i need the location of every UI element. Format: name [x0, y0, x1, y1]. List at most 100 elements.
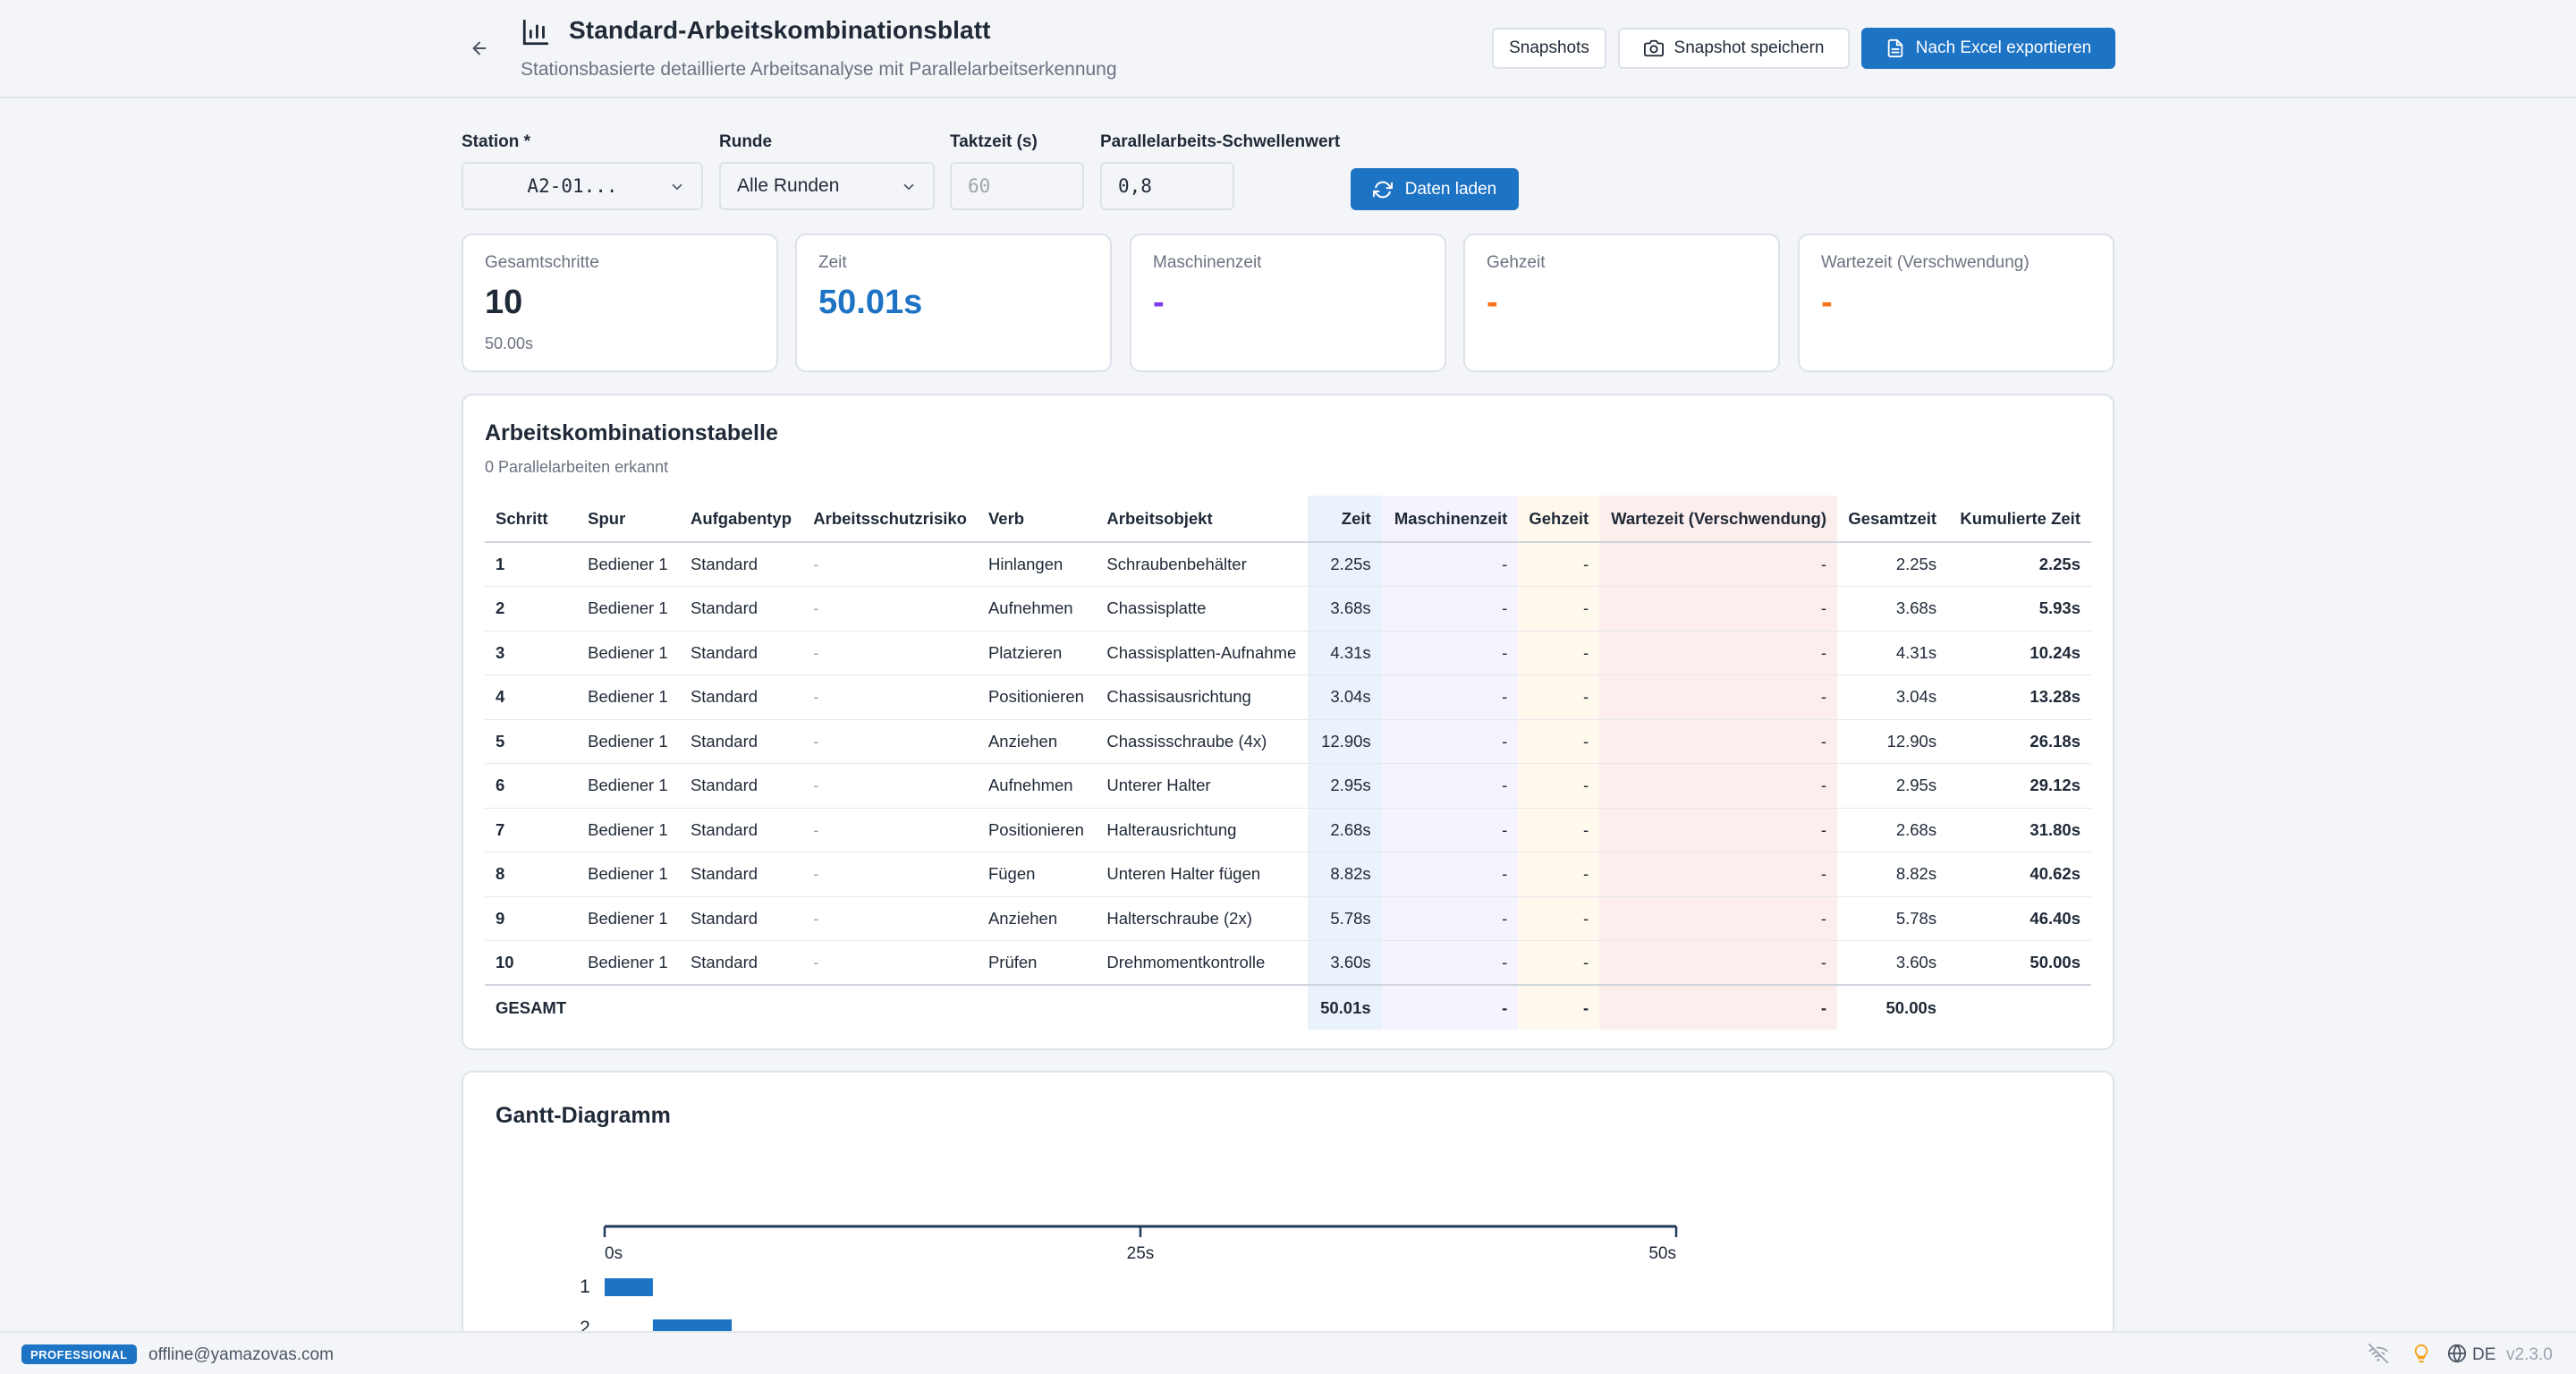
takt-input[interactable]: 60 — [950, 162, 1084, 210]
cell-object: Chassisausrichtung — [1096, 674, 1309, 720]
stat-value: 50.01s — [818, 284, 923, 321]
table-row[interactable]: 1 Bediener 1 Standard - Hinlangen Schraubenbe… — [485, 542, 2091, 587]
threshold-value: 0,8 — [1118, 175, 1152, 197]
table-row[interactable]: 7 Bediener 1 Standard - Positionieren Haltera… — [485, 808, 2091, 852]
cell-object: Drehmomentkontrolle — [1096, 940, 1309, 986]
station-select[interactable]: A2-01... — [462, 162, 703, 210]
cell-time: 5.78s — [1308, 896, 1382, 941]
lightbulb-icon[interactable] — [2411, 1344, 2431, 1363]
table-row[interactable]: 2 Bediener 1 Standard - Aufnehmen Chassisplat… — [485, 586, 2091, 632]
table-total-row: GESAMT 50.01s - - -50.00s — [485, 984, 2091, 1030]
cell-type: Standard — [679, 586, 803, 632]
cell-lane: Bediener 1 — [577, 763, 680, 809]
col-total[interactable]: Gesamtzeit — [1836, 496, 1948, 543]
gantt-row-label: 1 — [580, 1276, 590, 1297]
stat-label: Zeit — [818, 253, 847, 272]
table-header-row: Schritt Spur Aufgabentyp Arbeitsschutzri… — [485, 496, 2091, 543]
cell-walk: - — [1518, 586, 1600, 632]
cell-cumulative: 29.12s — [1947, 763, 2091, 809]
threshold-input[interactable]: 0,8 — [1100, 162, 1234, 210]
cell-walk: - — [1518, 763, 1600, 809]
col-walk[interactable]: Gehzeit — [1518, 496, 1600, 543]
table-row[interactable]: 9 Bediener 1 Standard - Anziehen Halterschrau… — [485, 896, 2091, 941]
cell-walk: - — [1518, 674, 1600, 720]
takt-label: Taktzeit (s) — [950, 132, 1038, 151]
x-tick-label: 25s — [1127, 1244, 1155, 1263]
table-row[interactable]: 6 Bediener 1 Standard - Aufnehmen Unterer Hal… — [485, 763, 2091, 809]
cell-verb: Positionieren — [977, 808, 1097, 852]
cell-walk: - — [1518, 719, 1600, 764]
x-tick-label: 0s — [605, 1244, 623, 1263]
globe-icon[interactable] — [2447, 1344, 2467, 1363]
cell-cumulative: 5.93s — [1947, 586, 2091, 632]
cell-verb: Anziehen — [977, 719, 1097, 764]
col-lane[interactable]: Spur — [577, 496, 680, 543]
table-row[interactable]: 10 Bediener 1 Standard - Prüfen Drehmomentkon… — [485, 940, 2091, 986]
col-time[interactable]: Zeit — [1308, 496, 1382, 543]
cell-step: 2 — [485, 586, 578, 632]
empty — [1947, 984, 2091, 1030]
gantt-chart: 0s 25s 50s 1 2 — [580, 1225, 1678, 1338]
stat-label: Maschinenzeit — [1153, 253, 1262, 272]
cell-time: 12.90s — [1308, 719, 1382, 764]
cell-cumulative: 50.00s — [1947, 940, 2091, 986]
table-row[interactable]: 4 Bediener 1 Standard - Positionieren Chassis… — [485, 674, 2091, 720]
cell-risk: - — [802, 763, 978, 809]
col-wait[interactable]: Wartezeit (Verschwendung) — [1599, 496, 1837, 543]
total-time: 50.01s — [1308, 984, 1382, 1030]
load-data-button[interactable]: Daten laden — [1351, 168, 1519, 210]
cell-machine: - — [1381, 808, 1519, 852]
cell-type: Standard — [679, 852, 803, 897]
empty — [1096, 984, 1309, 1030]
cell-verb: Fügen — [977, 852, 1097, 897]
stat-label: Wartezeit (Verschwendung) — [1821, 253, 2029, 272]
chevron-down-icon — [903, 183, 914, 191]
cell-step: 3 — [485, 631, 578, 675]
table-row[interactable]: 5 Bediener 1 Standard - Anziehen Chassisschra… — [485, 719, 2091, 764]
table-row[interactable]: 8 Bediener 1 Standard - Fügen Unteren Halter … — [485, 852, 2091, 897]
cell-step: 7 — [485, 808, 578, 852]
back-button[interactable] — [465, 34, 494, 63]
stat-card-machine: Maschinenzeit - — [1130, 233, 1446, 372]
wifi-off-icon[interactable] — [2368, 1344, 2388, 1363]
cell-verb: Aufnehmen — [977, 763, 1097, 809]
page-title: Standard-Arbeitskombinationsblatt — [569, 16, 991, 44]
save-snapshot-button[interactable]: Snapshot speichern — [1618, 28, 1850, 69]
total-walk: - — [1518, 984, 1600, 1030]
col-risk[interactable]: Arbeitsschutzrisiko — [802, 496, 978, 543]
col-machine[interactable]: Maschinenzeit — [1381, 496, 1519, 543]
combination-table: Schritt Spur Aufgabentyp Arbeitsschutzri… — [485, 496, 2091, 1030]
gantt-title: Gantt-Diagramm — [496, 1103, 671, 1128]
cell-total: 4.31s — [1836, 631, 1948, 675]
col-object[interactable]: Arbeitsobjekt — [1096, 496, 1309, 543]
total-wait: - — [1599, 984, 1837, 1030]
col-tasktype[interactable]: Aufgabentyp — [679, 496, 803, 543]
cell-machine: - — [1381, 542, 1519, 587]
cell-time: 8.82s — [1308, 852, 1382, 897]
cell-step: 8 — [485, 852, 578, 897]
cell-verb: Prüfen — [977, 940, 1097, 986]
cell-total: 8.82s — [1836, 852, 1948, 897]
cell-time: 2.95s — [1308, 763, 1382, 809]
status-bar: PROFESSIONAL offline@yamazovas.com DE v2… — [0, 1331, 2576, 1374]
cell-type: Standard — [679, 896, 803, 941]
stat-card-time: Zeit 50.01s — [795, 233, 1112, 372]
col-step[interactable]: Schritt — [485, 496, 578, 543]
export-excel-button[interactable]: Nach Excel exportieren — [1861, 28, 2115, 69]
table-title: Arbeitskombinationstabelle — [485, 420, 778, 445]
col-cumulative[interactable]: Kumulierte Zeit — [1947, 496, 2091, 543]
cell-type: Standard — [679, 674, 803, 720]
round-select[interactable]: Alle Runden — [719, 162, 935, 210]
cell-step: 6 — [485, 763, 578, 809]
col-verb[interactable]: Verb — [977, 496, 1097, 543]
cell-time: 2.68s — [1308, 808, 1382, 852]
cell-object: Chassisplatten-Aufnahme — [1096, 631, 1309, 675]
language-switcher[interactable]: DE — [2472, 1345, 2496, 1364]
cell-type: Standard — [679, 542, 803, 587]
cell-risk: - — [802, 542, 978, 587]
cell-risk: - — [802, 808, 978, 852]
table-row[interactable]: 3 Bediener 1 Standard - Platzieren Chassispla… — [485, 631, 2091, 675]
empty — [977, 984, 1097, 1030]
stat-card-total-steps: Gesamtschritte 10 50.00s — [462, 233, 778, 372]
snapshots-button[interactable]: Snapshots — [1492, 28, 1606, 69]
